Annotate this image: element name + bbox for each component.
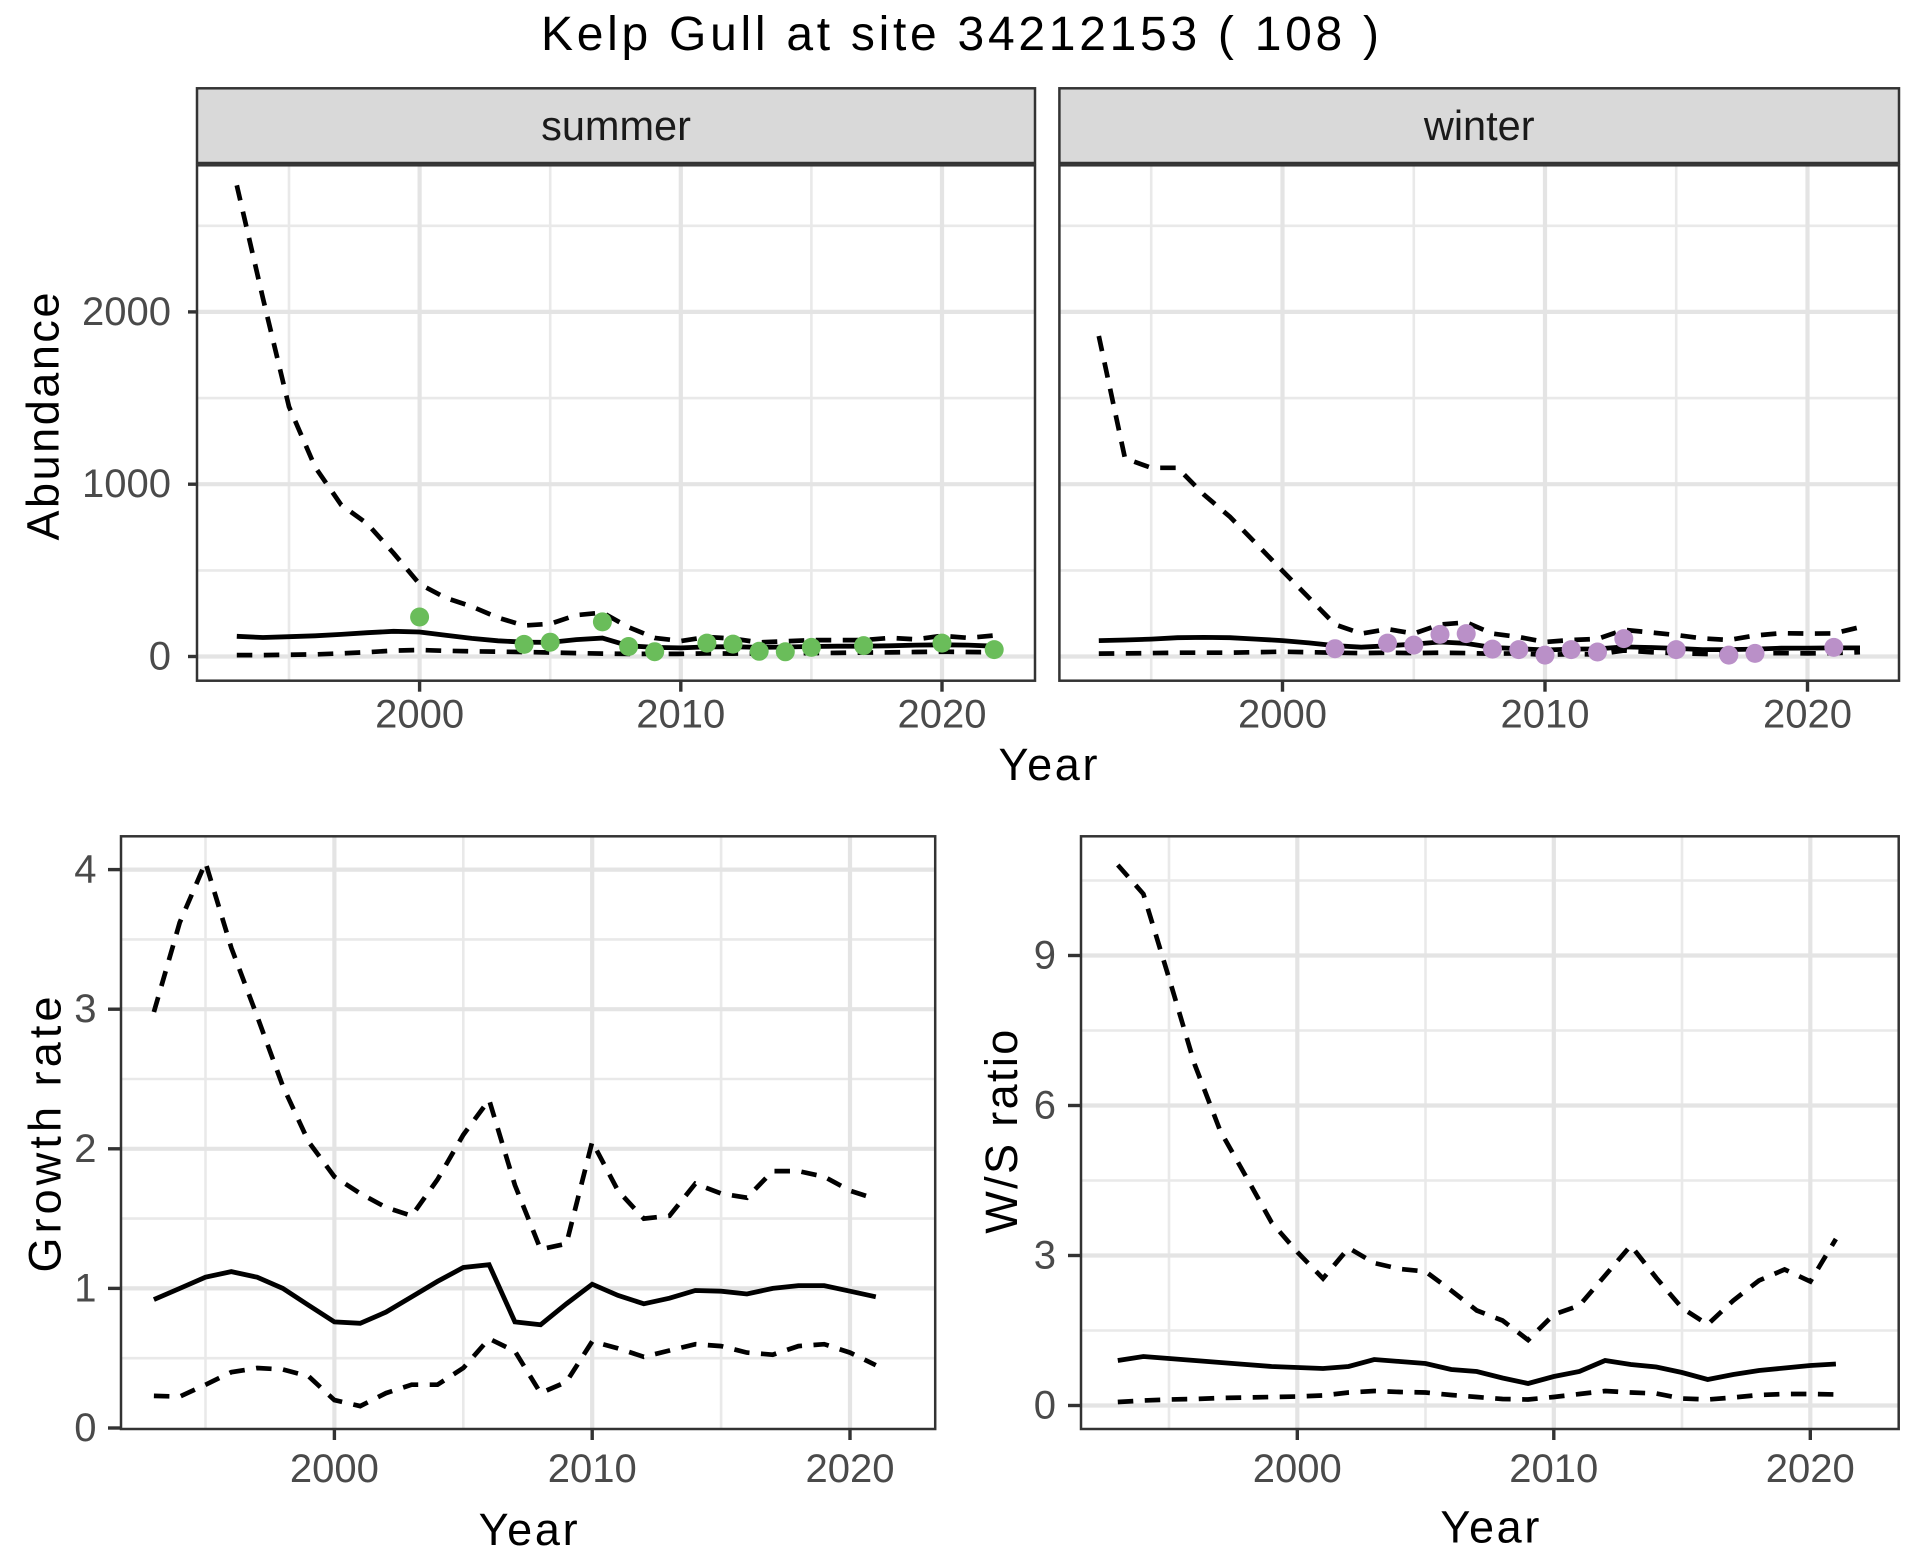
- svg-text:2010: 2010: [636, 693, 725, 737]
- svg-text:2010: 2010: [1509, 1447, 1598, 1491]
- svg-text:2000: 2000: [1253, 1447, 1342, 1491]
- svg-text:2000: 2000: [82, 290, 171, 334]
- svg-text:3: 3: [74, 987, 96, 1031]
- svg-text:0: 0: [74, 1406, 96, 1450]
- svg-text:2: 2: [74, 1127, 96, 1171]
- svg-text:Year: Year: [1440, 1502, 1539, 1553]
- svg-text:Abundance: Abundance: [18, 293, 69, 541]
- svg-text:0: 0: [1034, 1384, 1056, 1428]
- svg-text:2020: 2020: [1766, 1447, 1855, 1491]
- svg-text:2000: 2000: [290, 1447, 379, 1491]
- svg-text:2020: 2020: [898, 693, 987, 737]
- svg-text:2020: 2020: [1763, 693, 1852, 737]
- svg-text:winter: winter: [1423, 102, 1535, 149]
- svg-text:0: 0: [149, 635, 171, 679]
- svg-text:1: 1: [74, 1266, 96, 1310]
- svg-text:Year: Year: [479, 1504, 578, 1555]
- svg-text:2000: 2000: [375, 693, 464, 737]
- svg-text:summer: summer: [541, 102, 691, 149]
- svg-text:2000: 2000: [1238, 693, 1327, 737]
- svg-text:2010: 2010: [548, 1447, 637, 1491]
- svg-text:2010: 2010: [1501, 693, 1590, 737]
- svg-text:3: 3: [1034, 1234, 1056, 1278]
- svg-text:1000: 1000: [82, 462, 171, 506]
- svg-text:2020: 2020: [806, 1447, 895, 1491]
- svg-text:4: 4: [74, 848, 96, 892]
- svg-text:W/S ratio: W/S ratio: [976, 1030, 1027, 1234]
- svg-text:9: 9: [1034, 934, 1056, 978]
- svg-text:6: 6: [1034, 1084, 1056, 1128]
- svg-text:Kelp Gull at site 34212153 ( 1: Kelp Gull at site 34212153 ( 108 ): [541, 8, 1379, 61]
- svg-text:Year: Year: [999, 739, 1098, 790]
